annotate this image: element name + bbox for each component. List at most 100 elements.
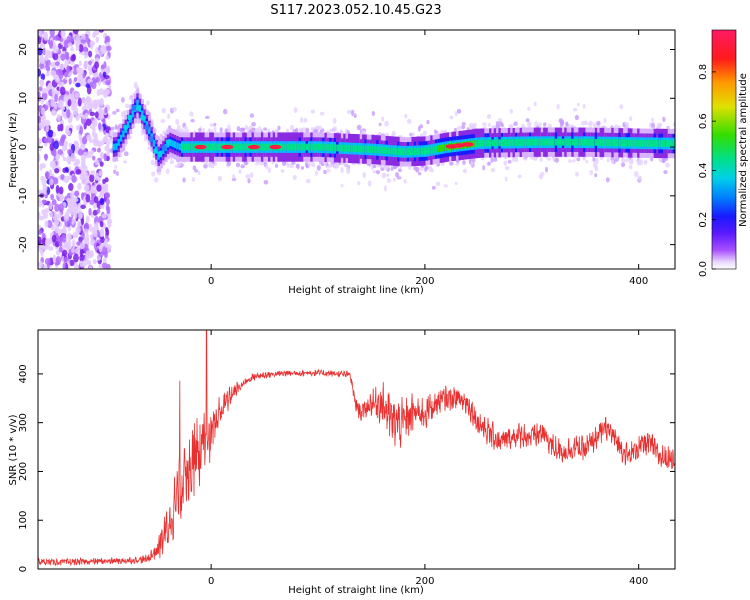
noise-blob <box>95 76 100 83</box>
noise-blob <box>48 202 53 210</box>
band-halo-blob <box>397 168 402 173</box>
noise-blob <box>88 60 93 66</box>
noise-blob <box>48 211 54 218</box>
noise-blob <box>94 61 100 69</box>
noise-blob <box>62 156 67 162</box>
band-halo-blob <box>315 170 318 176</box>
band-halo-blob <box>546 157 552 161</box>
band-halo-blob <box>592 157 596 162</box>
band-halo-blob <box>356 124 362 131</box>
band-halo-blob <box>310 126 314 133</box>
band-halo-blob <box>224 128 229 134</box>
band-halo-blob <box>565 123 569 127</box>
snr-y-ticks: 0 100 200 300 400 <box>18 364 675 572</box>
band-cell <box>173 141 177 149</box>
noise-blob <box>59 196 64 202</box>
band-cell <box>597 138 601 146</box>
band-cell <box>519 138 523 146</box>
band-cell <box>357 145 361 153</box>
band-halo-blob <box>456 108 462 114</box>
band-halo-blob <box>175 118 180 126</box>
snr-x-axis-label: Height of straight line (km) <box>288 585 424 596</box>
band-halo-blob <box>386 173 390 177</box>
noise-blob <box>77 148 83 156</box>
band-cell <box>599 139 603 146</box>
band-halo-blob <box>303 117 308 123</box>
band-halo-blob <box>527 106 531 111</box>
band-halo-blob <box>244 124 249 130</box>
band-halo-blob <box>665 162 670 168</box>
band-halo-blob <box>333 128 337 133</box>
band-cell <box>500 139 504 147</box>
band-halo-blob <box>406 118 412 124</box>
band-cell <box>188 143 192 151</box>
band-halo-blob <box>622 124 626 128</box>
noise-blob <box>49 40 54 49</box>
band-halo-blob <box>383 185 388 192</box>
colorbar-ticks: 0.0 0.2 0.4 0.6 0.8 <box>698 64 716 277</box>
noise-blob <box>66 155 72 164</box>
band-cell <box>658 140 662 147</box>
band-cell <box>474 140 478 147</box>
band-halo-blob <box>672 122 675 127</box>
band-cell <box>298 143 302 151</box>
band-halo-blob <box>263 179 269 185</box>
noise-blob <box>73 77 78 82</box>
band-cell <box>601 139 605 146</box>
band-cell <box>364 145 368 153</box>
band-halo-blob <box>353 113 357 119</box>
early-band-blob <box>161 145 167 152</box>
band-cell <box>550 138 554 146</box>
band-halo-blob <box>172 107 178 112</box>
band-halo-blob <box>310 109 316 114</box>
noise-blob <box>98 106 103 115</box>
band-cell <box>573 138 577 146</box>
band-halo-blob <box>473 122 477 127</box>
band-halo-blob <box>637 175 643 181</box>
band-cell <box>655 139 659 147</box>
noise-blob <box>81 177 87 185</box>
band-cell <box>545 138 549 146</box>
band-halo-blob <box>422 130 427 136</box>
band-halo-blob <box>227 124 231 131</box>
noise-blob <box>95 36 100 43</box>
band-cell <box>355 145 359 153</box>
band-halo-blob <box>490 168 496 173</box>
noise-blob <box>60 234 67 243</box>
noise-blob <box>92 32 97 39</box>
early-band-blob <box>153 147 159 154</box>
band-cell <box>594 138 598 146</box>
band-halo-blob <box>656 123 661 130</box>
noise-blob <box>73 161 79 167</box>
noise-blob <box>59 37 64 43</box>
noise-blob <box>74 140 79 148</box>
noise-blob <box>99 161 104 167</box>
band-cell <box>632 139 636 147</box>
band-halo-blob <box>311 162 316 168</box>
band-halo-blob <box>572 107 578 112</box>
noise-blob <box>102 71 107 78</box>
band-cell <box>296 143 300 151</box>
band-halo-blob <box>582 157 587 161</box>
noise-blob <box>88 103 94 109</box>
noise-blob <box>73 253 79 263</box>
noise-blob <box>44 170 50 179</box>
band-halo-blob <box>585 159 589 164</box>
band-cell <box>176 142 180 150</box>
noise-blob <box>53 140 60 150</box>
band-cell <box>627 139 631 147</box>
noise-blob <box>66 65 70 75</box>
band-halo-blob <box>197 170 201 176</box>
band-halo-blob <box>182 177 186 183</box>
noise-blob <box>38 110 41 117</box>
noise-blob <box>45 124 50 133</box>
band-peak <box>194 144 207 150</box>
band-cell <box>648 139 652 147</box>
noise-blob <box>83 61 88 69</box>
band-cell <box>362 145 366 153</box>
noise-blob <box>71 217 75 225</box>
band-halo-blob <box>300 166 305 170</box>
noise-blob <box>70 104 76 111</box>
noise-blob <box>75 115 80 121</box>
band-halo-blob <box>157 171 162 176</box>
